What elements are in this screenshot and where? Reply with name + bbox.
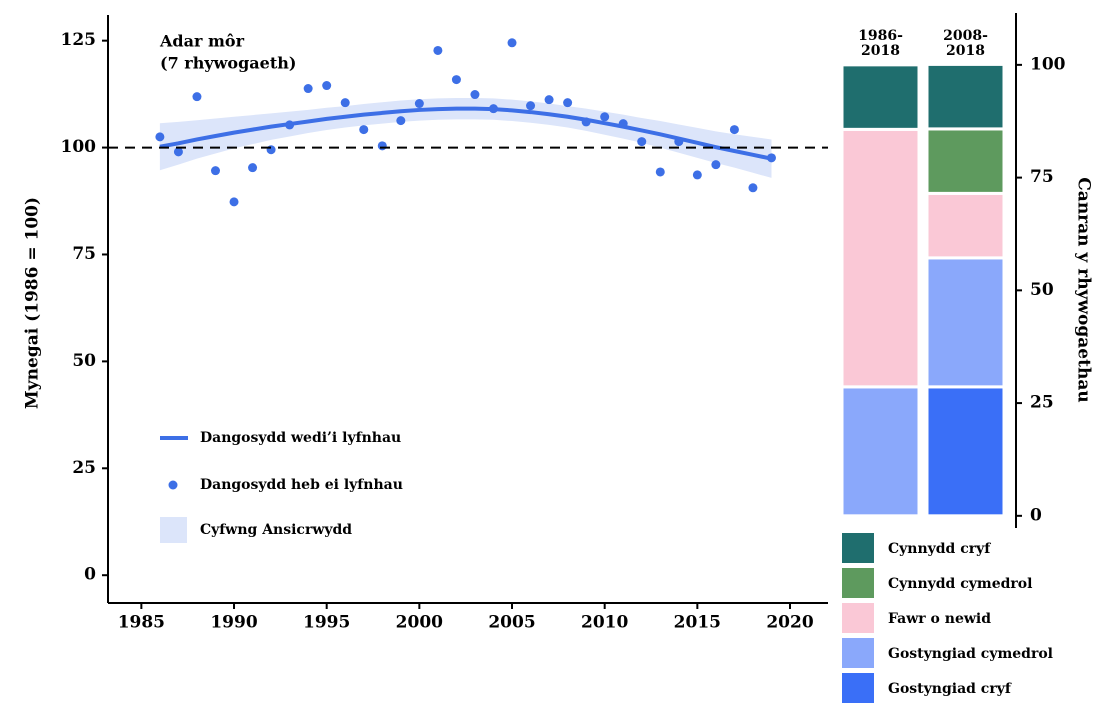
category-label: 2008-2018	[943, 28, 988, 59]
y-axis-label: Mynegai (1986 = 100)	[23, 197, 43, 409]
data-point	[507, 38, 517, 48]
bar-segment	[925, 62, 1006, 131]
legend-swatch	[842, 568, 874, 598]
data-point	[248, 163, 258, 173]
data-point	[748, 183, 758, 193]
data-point	[470, 90, 480, 100]
data-point	[285, 120, 295, 130]
bar-segment	[925, 385, 1006, 518]
data-point	[618, 119, 628, 129]
data-point	[266, 145, 276, 155]
data-point	[322, 81, 332, 91]
legend-dot	[168, 480, 178, 490]
bar-segment	[925, 191, 1006, 260]
data-point	[340, 98, 350, 108]
legend-label: Cynnydd cryf	[888, 541, 991, 557]
x-tick-label: 1985	[118, 613, 165, 633]
data-point	[637, 137, 647, 147]
x-tick-label: 2015	[674, 613, 721, 633]
smoothed-line	[159, 106, 772, 161]
y2-tick-label: 50	[1030, 280, 1054, 300]
data-point	[600, 112, 610, 122]
y-tick-label: 100	[61, 137, 97, 157]
data-point	[210, 166, 220, 176]
data-point	[359, 125, 369, 135]
annotation: Adar môr	[159, 32, 245, 51]
legend-label: Gostyngiad cymedrol	[888, 646, 1053, 662]
y2-tick-label: 25	[1030, 393, 1054, 413]
legend-swatch	[160, 517, 187, 543]
data-point	[655, 167, 665, 177]
legend-swatch	[842, 533, 874, 563]
legend-label: Cynnydd cymedrol	[888, 576, 1032, 592]
y-tick-label: 75	[72, 244, 96, 264]
y-tick-label: 25	[72, 458, 96, 478]
legend-label: Fawr o newid	[888, 611, 991, 627]
x-tick-label: 1995	[303, 613, 350, 633]
legend-label: Dangosydd heb ei lyfnhau	[200, 477, 403, 493]
category-label: 1986-2018	[858, 28, 903, 59]
data-point	[563, 98, 573, 108]
y2-tick-label: 75	[1030, 167, 1054, 187]
data-point	[377, 141, 387, 151]
y-tick-label: 0	[84, 565, 96, 585]
x-tick-label: 2020	[766, 613, 813, 633]
confidence-band	[159, 97, 772, 178]
y2-tick-label: 100	[1030, 54, 1066, 74]
data-point	[414, 99, 424, 109]
data-point	[396, 116, 406, 126]
x-tick-label: 1990	[210, 613, 257, 633]
data-point	[229, 197, 239, 207]
data-point	[526, 101, 536, 111]
x-tick-label: 2000	[396, 613, 443, 633]
y2-axis-label: Canran y rhywogaethau	[1074, 177, 1094, 402]
y2-tick-label: 0	[1030, 505, 1042, 525]
y-tick-label: 50	[72, 351, 96, 371]
bar-segment	[925, 256, 1006, 389]
data-point	[581, 117, 591, 127]
data-point	[692, 170, 702, 180]
data-point	[711, 160, 721, 170]
x-tick-label: 2005	[488, 613, 535, 633]
data-point	[451, 75, 461, 85]
legend-label: Dangosydd wedi’i lyfnhau	[200, 430, 401, 446]
x-tick-label: 2010	[581, 613, 628, 633]
legend-label: Gostyngiad cryf	[888, 681, 1012, 697]
y-tick-label: 125	[61, 30, 97, 50]
data-point	[674, 137, 684, 147]
legend-swatch	[842, 673, 874, 703]
data-point	[433, 45, 443, 55]
data-point	[544, 95, 554, 105]
data-point	[192, 92, 202, 102]
legend-swatch	[842, 603, 874, 633]
bar-segment	[840, 127, 921, 389]
annotation: (7 rhywogaeth)	[160, 54, 296, 73]
legend-label: Cyfwng Ansicrwydd	[200, 522, 352, 538]
data-point	[303, 84, 313, 94]
data-point	[155, 132, 165, 142]
data-point	[173, 147, 183, 157]
data-point	[729, 125, 739, 135]
data-point	[766, 153, 776, 163]
bar-segment	[925, 127, 1006, 195]
bar-segment	[840, 63, 921, 131]
legend-swatch	[842, 638, 874, 668]
data-point	[488, 104, 498, 114]
bar-segment	[840, 385, 921, 518]
